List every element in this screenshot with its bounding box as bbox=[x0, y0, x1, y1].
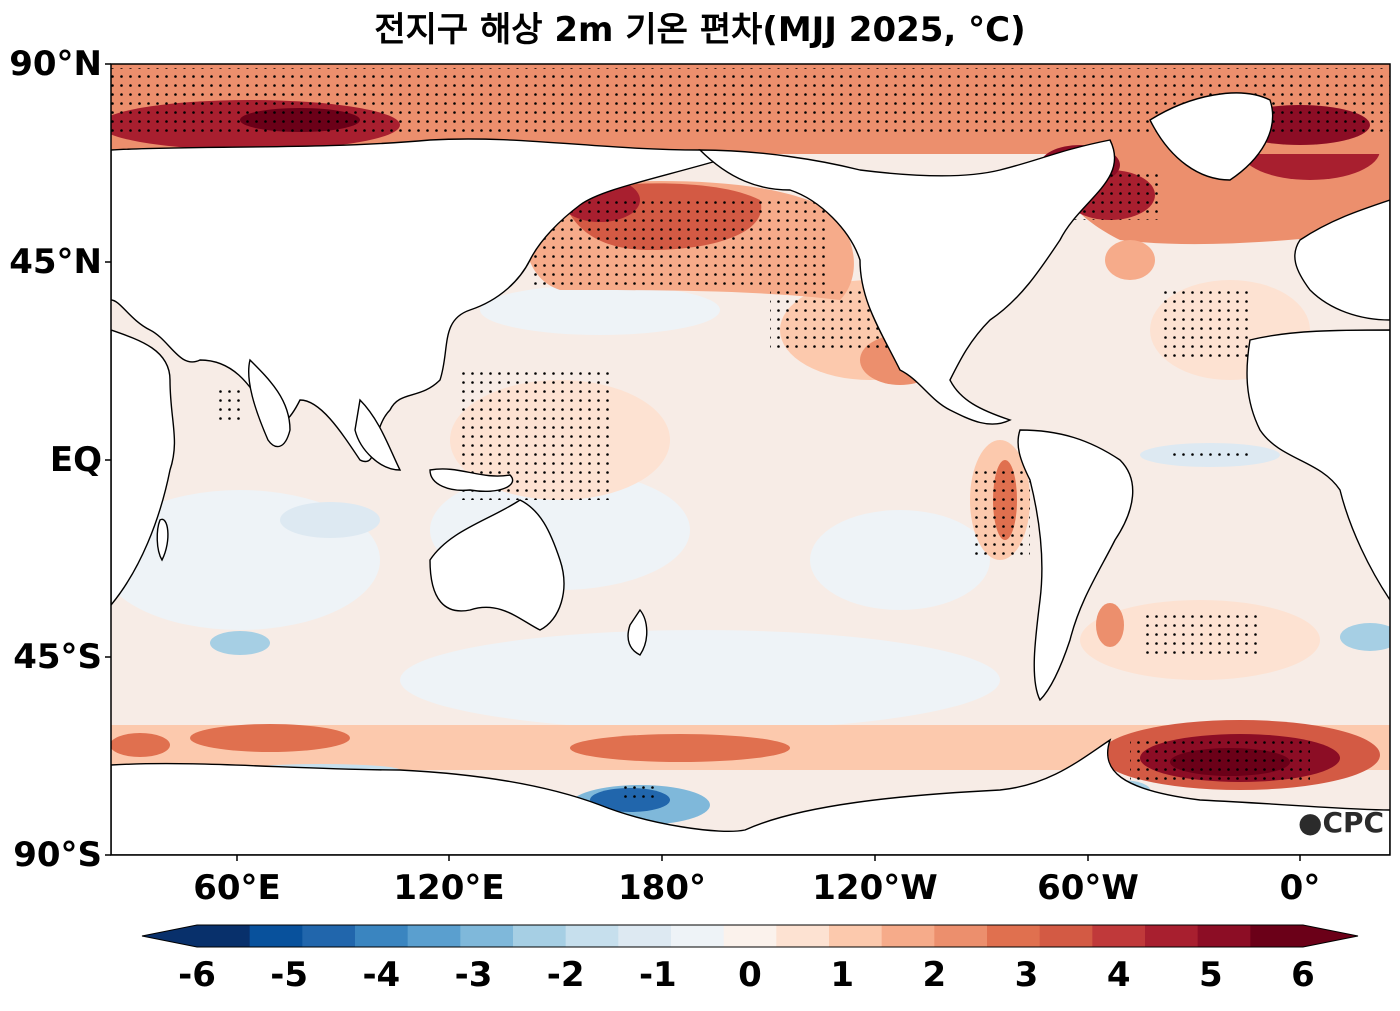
colorbar-segment bbox=[407, 925, 461, 947]
lat-label-eq: EQ bbox=[49, 440, 102, 480]
colorbar-segment bbox=[1039, 925, 1093, 947]
lon-label-180: 180° bbox=[618, 868, 706, 908]
colorbar-segment bbox=[723, 925, 777, 947]
land bbox=[111, 92, 1390, 855]
logo-text: CPC bbox=[1322, 806, 1385, 839]
globe-icon: ● bbox=[1298, 806, 1323, 839]
colorbar-tick-label: 0 bbox=[738, 955, 762, 995]
lat-label-45n: 45°N bbox=[9, 242, 102, 282]
colorbar-segment bbox=[460, 925, 514, 947]
colorbar-segment bbox=[934, 925, 988, 947]
map-field bbox=[111, 64, 1390, 855]
colorbar-segment bbox=[829, 925, 883, 947]
lon-label-0: 0° bbox=[1279, 868, 1321, 908]
colorbar-tick-label: 1 bbox=[830, 955, 854, 995]
lon-label-120e: 120°E bbox=[393, 868, 505, 908]
colorbar-tick-label: 3 bbox=[1014, 955, 1039, 995]
lon-label-120w: 120°W bbox=[812, 868, 938, 908]
colorbar-tick-label: -4 bbox=[362, 955, 401, 995]
colorbar-tick-label: 2 bbox=[922, 955, 947, 995]
colorbar-segment bbox=[1092, 925, 1146, 947]
axis-ticks bbox=[105, 63, 1301, 861]
colorbar-tick-label: -2 bbox=[546, 955, 585, 995]
colorbar-tick-label: -6 bbox=[178, 955, 216, 995]
colorbar-segment bbox=[987, 925, 1041, 947]
colorbar-segment bbox=[355, 925, 409, 947]
colorbar-extend-max bbox=[1303, 925, 1358, 947]
colorbar-extend-min bbox=[142, 925, 197, 947]
colorbar-segment bbox=[618, 925, 672, 947]
lon-label-60w: 60°W bbox=[1037, 868, 1139, 908]
colorbar-segment bbox=[565, 925, 619, 947]
colorbar-tick-label: 5 bbox=[1198, 955, 1223, 995]
colorbar-segment bbox=[197, 925, 251, 947]
colorbar-segment bbox=[513, 925, 567, 947]
cpc-logo: ●CPC bbox=[1298, 806, 1384, 839]
colorbar-tick-label: -1 bbox=[638, 955, 677, 995]
colorbar-segment bbox=[302, 925, 356, 947]
colorbar-tick-label: -5 bbox=[270, 955, 309, 995]
colorbar-segment bbox=[249, 925, 303, 947]
lat-label-90n: 90°N bbox=[9, 44, 102, 84]
colorbar-tick-label: 4 bbox=[1106, 955, 1131, 995]
colorbar-segment bbox=[881, 925, 935, 947]
colorbar-tick-label: 6 bbox=[1291, 955, 1315, 995]
lon-label-60e: 60°E bbox=[193, 868, 281, 908]
colorbar bbox=[141, 924, 1359, 948]
lat-label-45s: 45°S bbox=[13, 637, 102, 677]
colorbar-segment bbox=[1250, 925, 1304, 947]
colorbar-segment bbox=[1145, 925, 1199, 947]
colorbar-segment bbox=[776, 925, 830, 947]
chart-title: 전지구 해상 2m 기온 편차(MJJ 2025, °C) bbox=[374, 10, 1026, 50]
colorbar-segment bbox=[671, 925, 725, 947]
colorbar-tick-label: -3 bbox=[454, 955, 493, 995]
lat-label-90s: 90°S bbox=[13, 835, 102, 875]
colorbar-segment bbox=[1197, 925, 1251, 947]
colorbar-outline bbox=[141, 924, 1359, 948]
